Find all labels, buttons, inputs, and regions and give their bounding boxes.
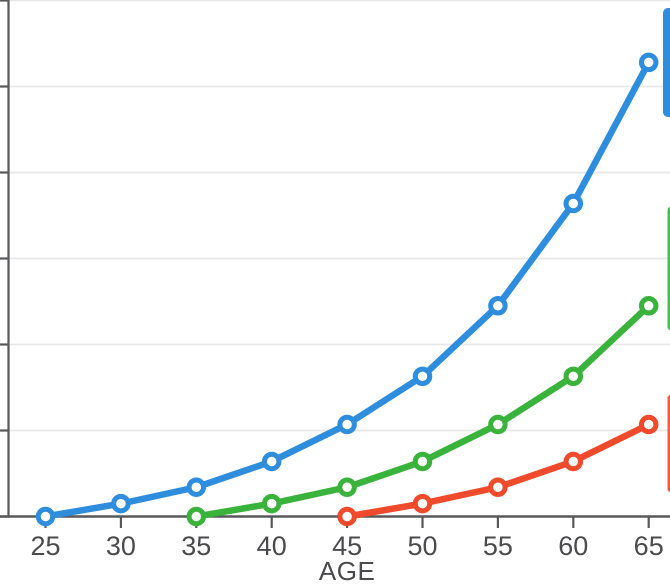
data-point-green [488, 414, 508, 435]
x-axis-title: AGE [319, 556, 375, 584]
series-line-green [193, 302, 652, 520]
data-point-green [563, 366, 584, 387]
data-point-green [337, 477, 357, 498]
x-tick-label: 50 [407, 531, 437, 561]
data-point-blue [261, 451, 282, 472]
x-tick-label: 45 [332, 531, 362, 561]
data-point-green [638, 296, 659, 316]
cropped-callout-red [667, 395, 670, 492]
data-point-red [563, 451, 584, 472]
data-point-blue [488, 296, 508, 316]
cropped-callout-green [667, 207, 670, 330]
data-point-blue [337, 414, 357, 435]
data-point-blue [412, 366, 433, 387]
x-tick-label: 25 [30, 531, 60, 561]
x-tick-label: 55 [483, 531, 513, 561]
data-point-blue [35, 506, 56, 527]
series-line-blue [42, 59, 652, 520]
x-tick-label: 60 [558, 531, 588, 561]
data-point-red [337, 506, 357, 527]
x-tick-label: 35 [181, 531, 211, 561]
data-point-green [261, 493, 282, 514]
x-tick-label: 65 [634, 531, 664, 561]
data-point-blue [638, 52, 659, 73]
data-point-red [488, 477, 508, 498]
x-tick-label: 40 [257, 531, 287, 561]
x-tick-label: 30 [106, 531, 136, 561]
data-point-green [412, 451, 433, 472]
data-point-blue [563, 193, 584, 214]
data-point-red [412, 493, 433, 514]
data-point-blue [111, 493, 131, 514]
data-point-blue [186, 477, 207, 498]
data-point-red [638, 414, 659, 435]
cropped-callout-blue [663, 8, 670, 117]
data-point-green [186, 506, 207, 527]
